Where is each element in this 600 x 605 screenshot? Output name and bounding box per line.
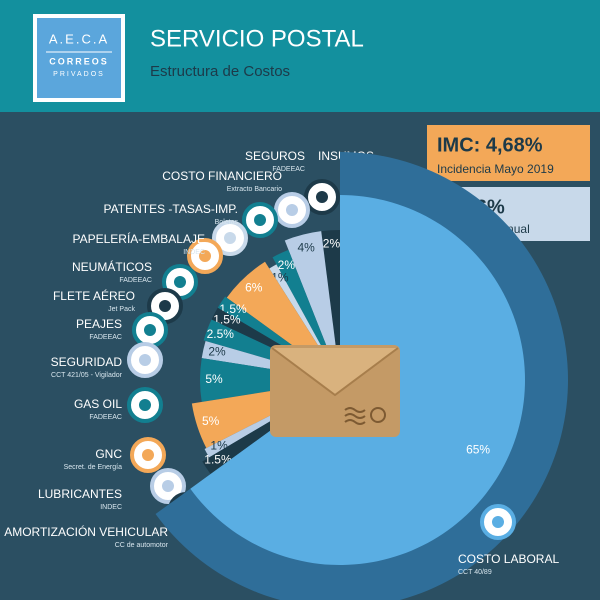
icon-glyph (224, 232, 236, 244)
category-label: NEUMÁTICOS (72, 259, 152, 274)
value-label: 2.5% (207, 327, 235, 341)
value-label: 65% (466, 443, 490, 457)
category-label: PAPELERÍA-EMBALAJE (73, 231, 206, 246)
icon-glyph (316, 191, 328, 203)
category-label: AMORTIZACIÓN VEHICULAR (4, 524, 168, 539)
category-label: GNC (95, 447, 122, 461)
value-label: 6% (245, 280, 263, 294)
indicator-value: IMC: 4,68% (437, 134, 543, 156)
value-label: 1.5% (213, 312, 241, 326)
icon-glyph (199, 250, 211, 262)
source-label: FADEEAC (272, 166, 305, 173)
source-label: CCT 40/89 (458, 569, 492, 576)
logo-text: PRIVADOS (53, 71, 105, 78)
indicator-label: Incidencia Mayo 2019 (437, 162, 554, 176)
icon-glyph (144, 324, 156, 336)
category-label: LUBRICANTES (38, 487, 122, 501)
source-label: Jet Pack (108, 306, 135, 313)
value-label: 1.5% (219, 302, 247, 316)
icon-glyph (286, 204, 298, 216)
value-label: 5% (202, 414, 220, 428)
subtitle: Estructura de Costos (150, 63, 290, 80)
value-label: 5% (205, 372, 223, 386)
value-label: 2% (323, 236, 341, 250)
icon-glyph (254, 214, 266, 226)
indicator-box (427, 125, 590, 181)
category-label: COSTO LABORAL (458, 552, 559, 566)
logo-text: A.E.C.A (49, 31, 109, 46)
category-label: SEGURIDAD (51, 355, 123, 369)
icon-glyph (139, 399, 151, 411)
value-label: 1.5% (204, 452, 232, 466)
category-label: FLETE AÉREO (53, 288, 135, 303)
category-label: COSTO FINANCIERO (162, 169, 282, 183)
category-label: SEGUROS (245, 149, 305, 163)
slice (284, 231, 340, 380)
source-label: Boletas (215, 219, 239, 226)
envelope (270, 345, 400, 437)
source-label: INDEC (100, 504, 122, 511)
value-label: 2% (208, 345, 226, 359)
envelope-stamp (370, 407, 386, 423)
icon-glyph (174, 276, 186, 288)
value-label: 2% (278, 258, 296, 272)
title: SERVICIO POSTAL (150, 25, 364, 52)
source-label: Extracto Bancario (227, 186, 282, 193)
category-label: GAS OIL (74, 397, 122, 411)
source-label: CCT 421/05 - Vigilador (51, 372, 123, 379)
envelope-waves (344, 407, 366, 425)
category-label: PATENTES -TASAS-IMP. (104, 202, 238, 216)
logo-text: CORREOS (49, 56, 109, 66)
icon-glyph (492, 516, 504, 528)
source-label: INDEC (183, 249, 205, 256)
source-label: Secret. de Energía (64, 464, 122, 471)
logo (37, 18, 121, 98)
source-label: FADEEAC (89, 334, 122, 341)
slice (321, 230, 340, 380)
category-label: PEAJES (76, 317, 122, 331)
source-label: CC de automotor (115, 542, 169, 549)
icon-glyph (142, 449, 154, 461)
source-label: FADEEAC (119, 277, 152, 284)
icon-glyph (139, 354, 151, 366)
envelope-flap (271, 347, 399, 397)
icon-glyph (162, 480, 174, 492)
chart: 2%INSUMOSFacturas4%SEGUROSFADEEAC2%COSTO… (4, 149, 568, 605)
value-label: 4% (298, 240, 316, 254)
icon-glyph (159, 300, 171, 312)
source-label: FADEEAC (89, 414, 122, 421)
